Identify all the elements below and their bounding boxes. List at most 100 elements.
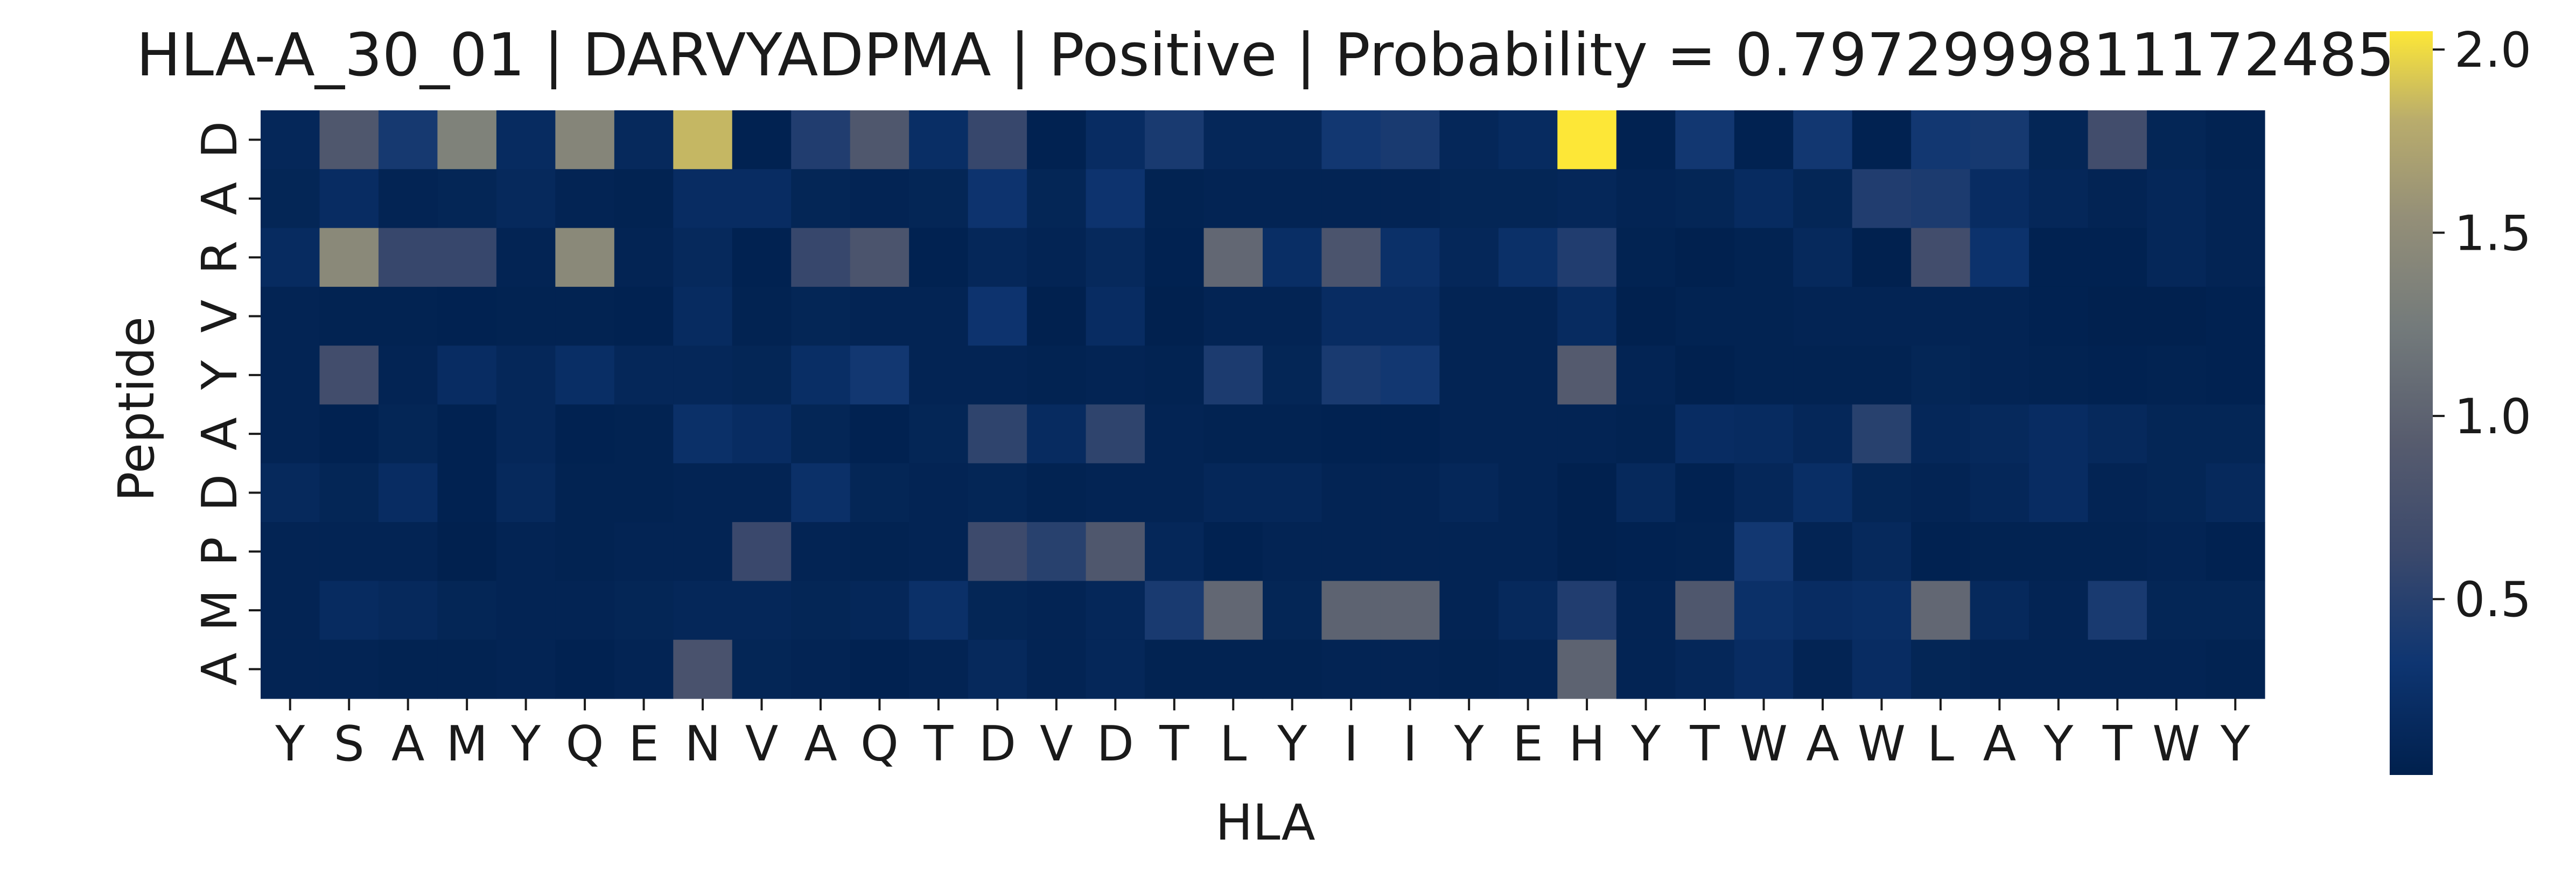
- heatmap-cell: [1439, 404, 1499, 464]
- heatmap-cell: [1145, 639, 1205, 699]
- x-tick-label: W: [2152, 716, 2200, 772]
- heatmap-cell: [2029, 110, 2089, 170]
- heatmap-cell: [1852, 581, 1912, 640]
- heatmap-cell: [2088, 581, 2147, 640]
- heatmap-cell: [1793, 346, 1853, 405]
- heatmap-cell: [261, 346, 320, 405]
- heatmap-cell: [1970, 169, 2029, 229]
- x-tick-label: T: [1159, 716, 1189, 772]
- heatmap-cell: [555, 169, 615, 229]
- heatmap-cell: [1145, 463, 1205, 523]
- heatmap-cell: [2147, 522, 2207, 581]
- heatmap-cell: [1380, 286, 1440, 346]
- x-axis-label: HLA: [1215, 794, 1315, 851]
- x-tick-label: Y: [1454, 716, 1485, 772]
- colorbar-tick-label: 0.5: [2454, 572, 2531, 628]
- heatmap-cell: [614, 228, 674, 287]
- heatmap-cell: [791, 346, 851, 405]
- heatmap-cell: [1557, 522, 1617, 581]
- heatmap-cell: [1263, 581, 1322, 640]
- heatmap-cell: [1734, 581, 1794, 640]
- heatmap-cell: [1086, 404, 1145, 464]
- heatmap-cell: [1263, 228, 1322, 287]
- heatmap-cell: [1616, 346, 1676, 405]
- heatmap-cell: [1557, 286, 1617, 346]
- heatmap-cell: [1734, 110, 1794, 170]
- heatmap-cell: [1145, 110, 1205, 170]
- heatmap-cell: [437, 639, 497, 699]
- heatmap-cell: [909, 286, 969, 346]
- heatmap-cell: [1911, 404, 1971, 464]
- heatmap-cell: [1911, 346, 1971, 405]
- heatmap-cell: [673, 463, 733, 523]
- heatmap-cell: [1263, 346, 1322, 405]
- heatmap-cell: [437, 228, 497, 287]
- heatmap-cell: [614, 639, 674, 699]
- y-tick-label: R: [192, 241, 248, 274]
- heatmap-cell: [437, 463, 497, 523]
- x-tick-label: Y: [510, 716, 541, 772]
- heatmap-cell: [1321, 581, 1381, 640]
- heatmap-cell: [2088, 228, 2147, 287]
- heatmap-cell: [378, 110, 438, 170]
- heatmap-cell: [1616, 463, 1676, 523]
- heatmap-cell: [1498, 463, 1558, 523]
- heatmap-cell: [1557, 169, 1617, 229]
- heatmap-cell: [2088, 286, 2147, 346]
- heatmap-cell: [909, 404, 969, 464]
- heatmap-cell: [968, 110, 1027, 170]
- heatmap-cell: [673, 346, 733, 405]
- heatmap-cell: [2088, 110, 2147, 170]
- x-tick-label: A: [804, 716, 837, 772]
- heatmap-cell: [2147, 110, 2207, 170]
- heatmap-cell: [1557, 463, 1617, 523]
- heatmap-cell: [437, 286, 497, 346]
- heatmap-cell: [1557, 346, 1617, 405]
- heatmap-cells: [261, 110, 2265, 699]
- heatmap-cell: [1970, 228, 2029, 287]
- heatmap-cell: [1970, 110, 2029, 170]
- heatmap-cell: [2029, 639, 2089, 699]
- heatmap-cell: [1380, 228, 1440, 287]
- heatmap-cell: [1027, 639, 1087, 699]
- heatmap-cell: [1321, 169, 1381, 229]
- heatmap-cell: [1970, 286, 2029, 346]
- heatmap-cell: [968, 404, 1027, 464]
- heatmap-cell: [1321, 110, 1381, 170]
- heatmap-cell: [1498, 639, 1558, 699]
- heatmap-cell: [850, 404, 909, 464]
- heatmap-cell: [1086, 169, 1145, 229]
- heatmap-cell: [732, 581, 792, 640]
- heatmap-cell: [1970, 463, 2029, 523]
- heatmap-cell: [1498, 169, 1558, 229]
- heatmap-cell: [2029, 169, 2089, 229]
- heatmap-cell: [1086, 110, 1145, 170]
- heatmap-cell: [1203, 286, 1263, 346]
- heatmap-cell: [614, 346, 674, 405]
- heatmap-cell: [1616, 110, 1676, 170]
- heatmap-cell: [968, 639, 1027, 699]
- heatmap-cell: [1911, 522, 1971, 581]
- heatmap-cell: [614, 581, 674, 640]
- heatmap-cell: [378, 286, 438, 346]
- heatmap-cell: [1498, 404, 1558, 464]
- heatmap-cell: [791, 110, 851, 170]
- heatmap-cell: [968, 581, 1027, 640]
- heatmap-cell: [2088, 522, 2147, 581]
- heatmap-cell: [1086, 286, 1145, 346]
- heatmap-cell: [1498, 110, 1558, 170]
- heatmap-cell: [673, 169, 733, 229]
- heatmap-cell: [378, 346, 438, 405]
- x-tick-label: S: [334, 716, 365, 772]
- heatmap-cell: [378, 463, 438, 523]
- heatmap-cell: [1734, 346, 1794, 405]
- heatmap-cell: [2088, 169, 2147, 229]
- heatmap-cell: [2088, 463, 2147, 523]
- heatmap-cell: [732, 639, 792, 699]
- y-axis-ticks: DARVYADPMA: [192, 121, 261, 686]
- x-tick-label: Y: [1277, 716, 1307, 772]
- heatmap-cell: [968, 228, 1027, 287]
- heatmap-cell: [673, 639, 733, 699]
- heatmap-cell: [2206, 346, 2265, 405]
